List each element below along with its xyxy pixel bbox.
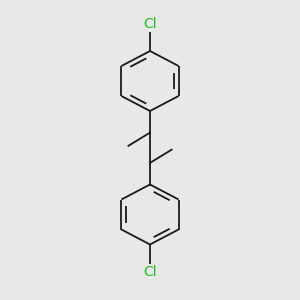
Text: Cl: Cl xyxy=(143,16,157,31)
Text: Cl: Cl xyxy=(143,265,157,279)
